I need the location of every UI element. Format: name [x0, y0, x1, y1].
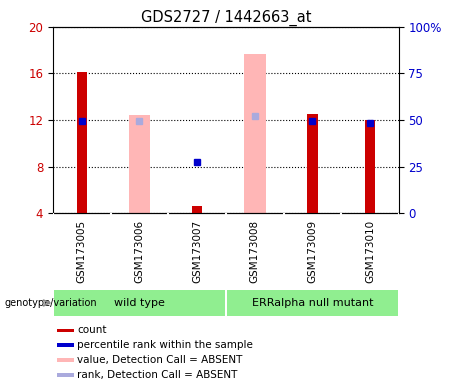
Bar — [77, 72, 87, 213]
Bar — [192, 205, 202, 213]
Text: genotype/variation: genotype/variation — [5, 298, 97, 308]
Bar — [57, 343, 74, 347]
Text: ERRalpha null mutant: ERRalpha null mutant — [252, 298, 373, 308]
Bar — [244, 54, 266, 213]
Text: GSM173009: GSM173009 — [307, 220, 317, 283]
Text: value, Detection Call = ABSENT: value, Detection Call = ABSENT — [77, 355, 243, 365]
Text: GSM173006: GSM173006 — [135, 220, 144, 283]
Text: GSM173007: GSM173007 — [192, 220, 202, 283]
Title: GDS2727 / 1442663_at: GDS2727 / 1442663_at — [141, 9, 311, 25]
Bar — [129, 115, 150, 213]
Bar — [227, 290, 397, 316]
Text: count: count — [77, 326, 107, 336]
Bar — [365, 120, 375, 213]
Text: percentile rank within the sample: percentile rank within the sample — [77, 340, 254, 350]
Text: GSM173010: GSM173010 — [365, 220, 375, 283]
Text: rank, Detection Call = ABSENT: rank, Detection Call = ABSENT — [77, 370, 238, 380]
Text: GSM173005: GSM173005 — [77, 220, 87, 283]
Bar — [57, 373, 74, 377]
Bar — [307, 114, 318, 213]
Text: GSM173008: GSM173008 — [250, 220, 260, 283]
Bar — [54, 290, 225, 316]
Text: wild type: wild type — [114, 298, 165, 308]
Bar — [57, 358, 74, 362]
Bar — [57, 329, 74, 333]
